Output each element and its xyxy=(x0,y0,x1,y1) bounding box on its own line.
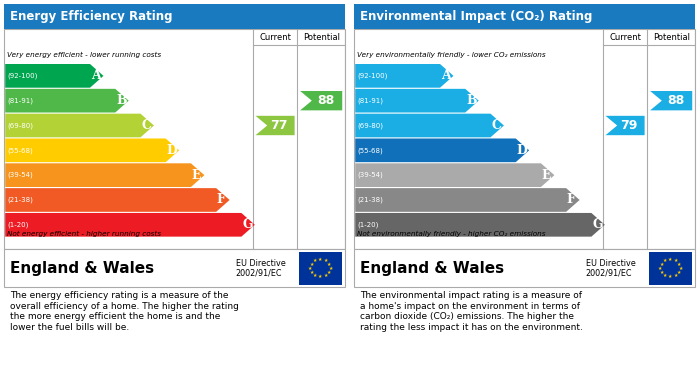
Polygon shape xyxy=(256,116,295,135)
Polygon shape xyxy=(606,116,645,135)
Text: ★: ★ xyxy=(318,274,323,279)
Text: ★: ★ xyxy=(323,273,328,278)
Text: ★: ★ xyxy=(668,274,673,279)
FancyBboxPatch shape xyxy=(354,249,695,287)
Polygon shape xyxy=(5,213,255,237)
Text: A: A xyxy=(441,69,451,83)
Text: EU Directive
2002/91/EC: EU Directive 2002/91/EC xyxy=(586,258,636,278)
Polygon shape xyxy=(355,188,580,212)
Text: ★: ★ xyxy=(663,273,667,278)
FancyBboxPatch shape xyxy=(299,252,342,285)
Text: ★: ★ xyxy=(677,270,681,275)
Text: Not environmentally friendly - higher CO₂ emissions: Not environmentally friendly - higher CO… xyxy=(357,231,545,237)
Text: 88: 88 xyxy=(317,94,334,107)
Text: ★: ★ xyxy=(659,262,664,267)
Text: Current: Current xyxy=(609,32,641,41)
FancyBboxPatch shape xyxy=(4,4,345,29)
Polygon shape xyxy=(5,64,104,88)
Polygon shape xyxy=(5,188,230,212)
Polygon shape xyxy=(5,138,179,162)
Polygon shape xyxy=(355,163,554,187)
Text: England & Wales: England & Wales xyxy=(360,261,505,276)
Text: G: G xyxy=(592,218,603,231)
Text: (81-91): (81-91) xyxy=(358,97,384,104)
Text: Environmental Impact (CO₂) Rating: Environmental Impact (CO₂) Rating xyxy=(360,10,593,23)
Text: D: D xyxy=(517,144,527,157)
Text: (21-38): (21-38) xyxy=(8,197,34,203)
Text: ★: ★ xyxy=(313,273,317,278)
Text: ★: ★ xyxy=(327,262,331,267)
Text: F: F xyxy=(217,194,225,206)
Text: Not energy efficient - higher running costs: Not energy efficient - higher running co… xyxy=(7,231,161,237)
Text: (69-80): (69-80) xyxy=(358,122,384,129)
Text: ★: ★ xyxy=(309,270,314,275)
Text: F: F xyxy=(567,194,575,206)
Text: ★: ★ xyxy=(328,266,332,271)
Text: ★: ★ xyxy=(673,273,678,278)
Text: C: C xyxy=(491,119,501,132)
Text: The energy efficiency rating is a measure of the
overall efficiency of a home. T: The energy efficiency rating is a measur… xyxy=(10,291,239,332)
Polygon shape xyxy=(355,213,605,237)
Text: Very energy efficient - lower running costs: Very energy efficient - lower running co… xyxy=(7,52,161,57)
Text: Potential: Potential xyxy=(302,32,340,41)
Text: (92-100): (92-100) xyxy=(358,73,388,79)
Text: (39-54): (39-54) xyxy=(8,172,34,178)
Text: ★: ★ xyxy=(313,258,317,264)
Text: 79: 79 xyxy=(620,119,638,132)
Text: (1-20): (1-20) xyxy=(358,222,379,228)
Text: ★: ★ xyxy=(327,270,331,275)
Text: 88: 88 xyxy=(667,94,684,107)
Text: ★: ★ xyxy=(678,266,682,271)
Polygon shape xyxy=(300,91,342,110)
Text: B: B xyxy=(116,94,127,107)
Text: (69-80): (69-80) xyxy=(8,122,34,129)
Text: ★: ★ xyxy=(309,262,314,267)
Text: D: D xyxy=(167,144,177,157)
Text: ★: ★ xyxy=(677,262,681,267)
Text: England & Wales: England & Wales xyxy=(10,261,155,276)
FancyBboxPatch shape xyxy=(354,4,695,29)
Polygon shape xyxy=(5,89,129,113)
Text: (81-91): (81-91) xyxy=(8,97,34,104)
FancyBboxPatch shape xyxy=(4,29,345,249)
Text: (92-100): (92-100) xyxy=(8,73,38,79)
Text: A: A xyxy=(91,69,101,83)
Text: Very environmentally friendly - lower CO₂ emissions: Very environmentally friendly - lower CO… xyxy=(357,52,545,57)
Text: The environmental impact rating is a measure of
a home's impact on the environme: The environmental impact rating is a mea… xyxy=(360,291,583,332)
Text: ★: ★ xyxy=(318,257,323,262)
Text: E: E xyxy=(542,169,551,182)
Polygon shape xyxy=(355,114,504,137)
Polygon shape xyxy=(355,89,479,113)
Polygon shape xyxy=(355,138,529,162)
Text: (1-20): (1-20) xyxy=(8,222,29,228)
Text: ★: ★ xyxy=(659,270,664,275)
Text: Potential: Potential xyxy=(652,32,690,41)
Text: EU Directive
2002/91/EC: EU Directive 2002/91/EC xyxy=(236,258,286,278)
Polygon shape xyxy=(650,91,692,110)
Text: ★: ★ xyxy=(673,258,678,264)
Text: ★: ★ xyxy=(668,257,673,262)
FancyBboxPatch shape xyxy=(649,252,692,285)
Text: (39-54): (39-54) xyxy=(358,172,384,178)
Text: ★: ★ xyxy=(323,258,328,264)
Text: E: E xyxy=(192,169,201,182)
Text: B: B xyxy=(466,94,477,107)
Polygon shape xyxy=(5,114,154,137)
Text: Energy Efficiency Rating: Energy Efficiency Rating xyxy=(10,10,173,23)
FancyBboxPatch shape xyxy=(354,29,695,249)
Text: ★: ★ xyxy=(308,266,312,271)
Text: G: G xyxy=(242,218,253,231)
Text: ★: ★ xyxy=(658,266,662,271)
Text: (55-68): (55-68) xyxy=(8,147,34,154)
FancyBboxPatch shape xyxy=(4,249,345,287)
Text: C: C xyxy=(141,119,151,132)
Text: (21-38): (21-38) xyxy=(358,197,384,203)
Text: ★: ★ xyxy=(663,258,667,264)
Polygon shape xyxy=(5,163,204,187)
Text: (55-68): (55-68) xyxy=(358,147,384,154)
Text: 77: 77 xyxy=(270,119,288,132)
Polygon shape xyxy=(355,64,454,88)
Text: Current: Current xyxy=(259,32,291,41)
